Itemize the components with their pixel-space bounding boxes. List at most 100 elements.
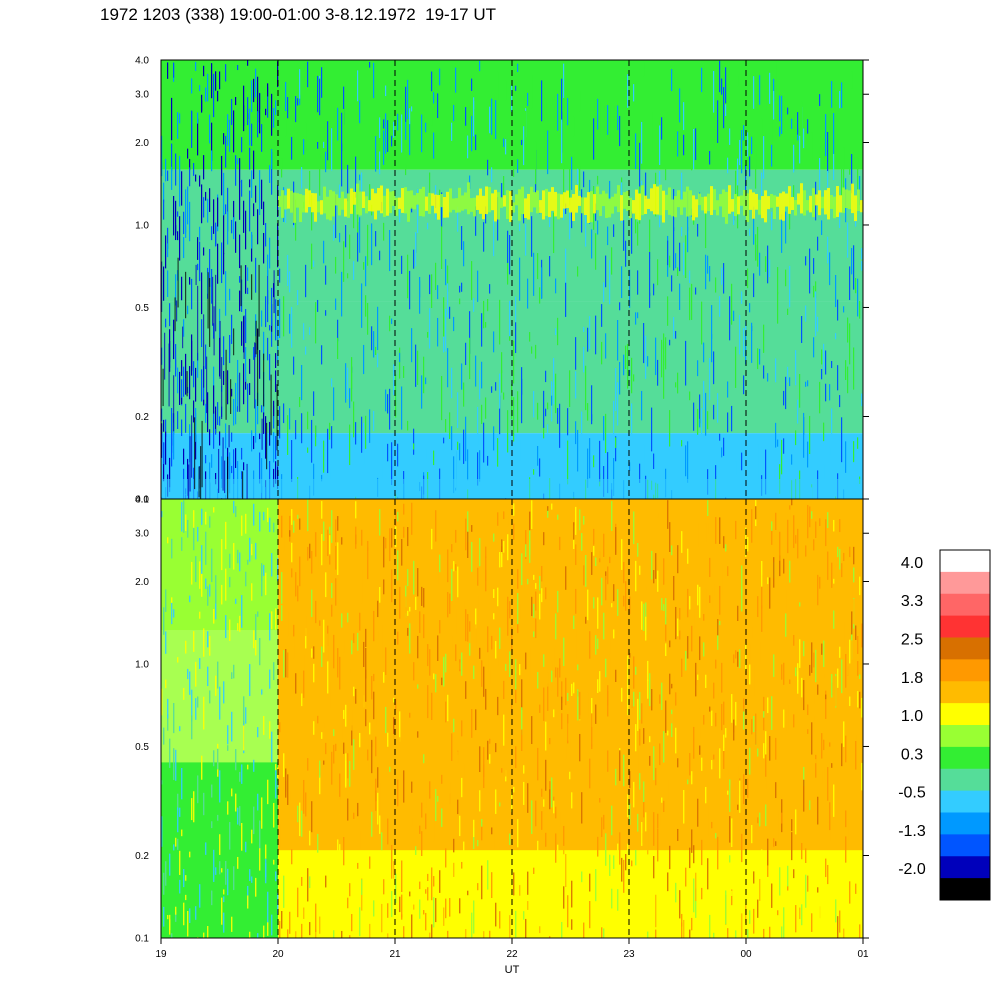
- heat-streak: [733, 199, 735, 225]
- heat-streak: [491, 635, 493, 650]
- heat-streak: [197, 237, 199, 260]
- heat-streak: [217, 402, 219, 426]
- heat-streak: [239, 181, 241, 220]
- heat-streak: [327, 121, 329, 161]
- heat-streak: [749, 156, 751, 177]
- heat-streak: [511, 627, 513, 651]
- heat-streak: [201, 755, 203, 780]
- heat-streak: [227, 868, 229, 896]
- heat-streak: [571, 919, 573, 930]
- heat-streak: [605, 658, 607, 678]
- heat-streak: [531, 716, 533, 745]
- heat-streak: [571, 792, 573, 809]
- heat-streak: [353, 191, 355, 229]
- heat-streak: [737, 158, 739, 198]
- heat-streak: [583, 326, 585, 332]
- heat-streak: [657, 813, 659, 829]
- heat-streak: [439, 703, 441, 709]
- heat-streak: [169, 853, 171, 876]
- heat-streak: [313, 646, 315, 659]
- heat-streak: [161, 162, 163, 176]
- heat-streak: [527, 783, 529, 813]
- heat-streak: [603, 612, 605, 640]
- heat-streak: [767, 373, 769, 382]
- heat-streak: [707, 858, 709, 890]
- heat-streak: [185, 894, 187, 901]
- heat-streak: [805, 256, 807, 266]
- heat-streak: [661, 342, 663, 350]
- heat-streak: [425, 377, 427, 385]
- bright-band-cell: [341, 191, 344, 210]
- heat-streak: [563, 825, 565, 846]
- heat-streak: [455, 608, 457, 634]
- bright-band-cell: [326, 196, 329, 220]
- heat-streak: [313, 528, 315, 546]
- bright-band-cell: [320, 200, 323, 215]
- heat-streak: [677, 372, 679, 394]
- heat-streak: [651, 689, 653, 711]
- heat-streak: [557, 667, 559, 697]
- heat-streak: [227, 801, 229, 815]
- heat-streak: [677, 618, 679, 637]
- heat-streak: [207, 73, 209, 102]
- heat-streak: [217, 814, 219, 821]
- heat-streak: [849, 881, 851, 904]
- heat-streak: [793, 714, 795, 728]
- bright-band-cell: [551, 187, 554, 211]
- bright-band-cell: [479, 188, 482, 214]
- heat-streak: [845, 836, 847, 863]
- heat-streak: [263, 331, 265, 361]
- heat-streak: [207, 198, 209, 223]
- dark-streak: [242, 471, 244, 499]
- heat-streak: [623, 220, 625, 251]
- heat-streak: [187, 186, 189, 225]
- heat-streak: [755, 506, 757, 520]
- heat-streak: [705, 523, 707, 543]
- heat-streak: [383, 119, 385, 129]
- heat-streak: [811, 132, 813, 162]
- heat-streak: [211, 122, 213, 161]
- heat-streak: [383, 130, 385, 165]
- heat-streak: [435, 510, 437, 542]
- heat-streak: [573, 615, 575, 630]
- heat-streak: [455, 529, 457, 543]
- heat-streak: [389, 766, 391, 772]
- dark-streak: [261, 418, 263, 450]
- heat-streak: [645, 586, 647, 591]
- heat-streak: [281, 910, 283, 929]
- heat-streak: [661, 117, 663, 140]
- heat-streak: [195, 61, 197, 71]
- heat-streak: [519, 223, 521, 232]
- heat-streak: [711, 710, 713, 726]
- heat-streak: [271, 151, 273, 195]
- heat-streak: [441, 677, 443, 686]
- heat-streak: [571, 880, 573, 908]
- heat-streak: [379, 151, 381, 175]
- heat-streak: [683, 919, 685, 938]
- heat-streak: [239, 234, 241, 269]
- heat-streak: [181, 768, 183, 800]
- heat-streak: [693, 726, 695, 759]
- heat-streak: [761, 575, 763, 609]
- heat-streak: [649, 292, 651, 308]
- heat-streak: [451, 569, 453, 601]
- heat-streak: [315, 600, 317, 624]
- heat-streak: [435, 674, 437, 693]
- heat-streak: [405, 596, 407, 622]
- heat-streak: [757, 596, 759, 618]
- heat-streak: [499, 299, 501, 345]
- heat-streak: [389, 315, 391, 332]
- heat-streak: [221, 242, 223, 284]
- heat-streak: [683, 134, 685, 156]
- heat-streak: [669, 640, 671, 648]
- heat-streak: [457, 799, 459, 815]
- bright-band-cell: [515, 194, 518, 206]
- colorbar-label: 1.0: [901, 708, 923, 725]
- bright-band-cell: [728, 185, 731, 214]
- heat-streak: [463, 429, 465, 464]
- heat-streak: [595, 233, 597, 270]
- heat-streak: [179, 197, 181, 207]
- heat-streak: [789, 505, 791, 510]
- heat-streak: [403, 926, 405, 938]
- heat-streak: [403, 503, 405, 515]
